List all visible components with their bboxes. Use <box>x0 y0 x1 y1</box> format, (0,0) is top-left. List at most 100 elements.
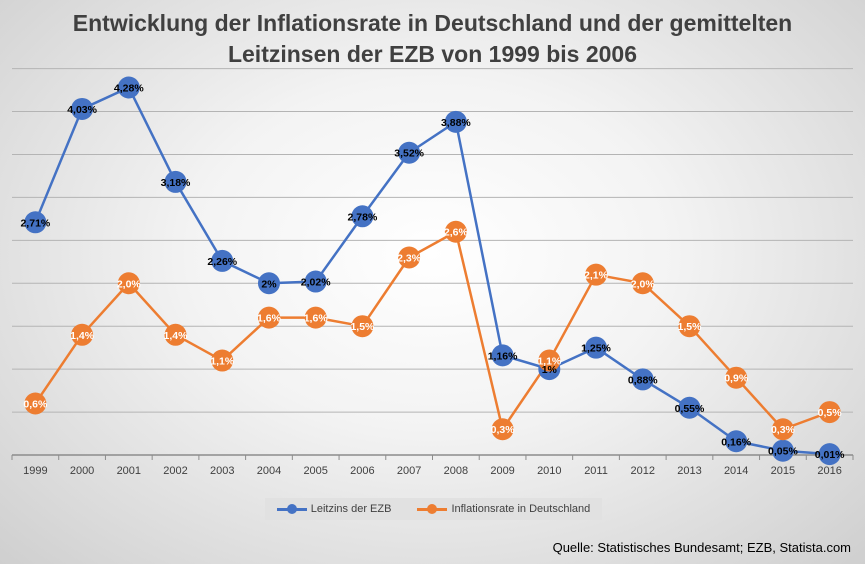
data-label: 2,6% <box>444 227 469 239</box>
series-lines <box>34 86 831 456</box>
data-point[interactable] <box>211 349 234 372</box>
x-tick-label: 2013 <box>677 465 701 477</box>
data-label: 0,9% <box>724 373 749 385</box>
x-tick-label: 2001 <box>117 465 141 477</box>
gridlines <box>12 68 853 413</box>
data-label: 2,1% <box>584 270 609 282</box>
data-label: 3,52% <box>394 148 424 160</box>
chart-title: Entwicklung der Inflationsrate in Deutsc… <box>0 8 865 70</box>
legend-item-inflation[interactable]: Inflationsrate in Deutschland <box>417 503 590 515</box>
data-point[interactable] <box>678 396 701 419</box>
data-point[interactable] <box>771 418 794 441</box>
data-point[interactable] <box>538 349 561 372</box>
data-point[interactable] <box>771 439 794 462</box>
x-tick-label: 2016 <box>817 465 841 477</box>
data-point[interactable] <box>818 401 841 424</box>
data-label: 3,88% <box>441 117 471 129</box>
data-label: 0,55% <box>675 403 705 415</box>
data-label: 2,0% <box>117 278 142 290</box>
x-tick-label: 2012 <box>631 465 655 477</box>
data-point[interactable] <box>725 366 748 389</box>
data-label: 0,88% <box>628 374 658 386</box>
chart-title-line2: Leitzinsen der EZB von 1999 bis 2006 <box>227 41 638 67</box>
x-tick-label: 2004 <box>257 465 281 477</box>
data-point[interactable] <box>491 344 514 367</box>
legend-label-leitzins: Leitzins der EZB <box>310 503 392 515</box>
data-label: 0,16% <box>721 436 751 448</box>
data-point[interactable] <box>725 430 748 453</box>
x-tick-label: 2002 <box>163 465 187 477</box>
x-tick-label: 2003 <box>210 465 234 477</box>
data-point[interactable] <box>631 368 654 391</box>
legend-label-inflation: Inflationsrate in Deutschland <box>451 503 591 515</box>
data-point[interactable] <box>164 170 187 193</box>
data-point[interactable] <box>398 246 421 269</box>
data-label: 0,3% <box>771 424 796 436</box>
data-point[interactable] <box>585 263 608 286</box>
series-line-0 <box>34 86 830 456</box>
data-point[interactable] <box>351 205 374 228</box>
data-point[interactable] <box>164 323 187 346</box>
data-point[interactable] <box>304 270 327 293</box>
data-point[interactable] <box>24 392 47 415</box>
data-point[interactable] <box>444 220 467 243</box>
legend-item-leitzins[interactable]: Leitzins der EZB <box>276 503 392 515</box>
chart-title-line1: Entwicklung der Inflationsrate in Deutsc… <box>72 10 793 36</box>
data-label: 0,05% <box>768 446 798 458</box>
data-point[interactable] <box>257 306 280 329</box>
data-label: 2,71% <box>20 217 50 229</box>
data-point[interactable] <box>491 418 514 441</box>
data-point[interactable] <box>585 336 608 359</box>
data-label: 1,5% <box>678 321 703 333</box>
x-tick-label: 2008 <box>444 465 468 477</box>
data-point[interactable] <box>211 249 234 272</box>
x-tick-label: 1999 <box>23 465 47 477</box>
data-label: 0,5% <box>818 407 843 419</box>
data-point[interactable] <box>444 110 467 133</box>
source-note: Quelle: Statistisches Bundesamt; EZB, St… <box>552 540 851 555</box>
data-point[interactable] <box>678 315 701 338</box>
data-label: 2,26% <box>207 256 237 268</box>
data-point[interactable] <box>71 97 94 120</box>
data-label: 1,4% <box>164 330 189 342</box>
data-point[interactable] <box>257 272 280 295</box>
data-point[interactable] <box>351 315 374 338</box>
series-line-1 <box>34 230 831 431</box>
data-label: 0,01% <box>815 449 845 461</box>
data-label: 0,3% <box>491 424 516 436</box>
data-label: 1,6% <box>257 313 282 325</box>
data-label: 1,4% <box>70 330 95 342</box>
data-label: 1,16% <box>488 350 518 362</box>
data-label: 2% <box>261 278 277 290</box>
data-label: 2,02% <box>301 277 331 289</box>
x-tick-label: 2014 <box>724 465 748 477</box>
data-label: 2,78% <box>348 211 378 223</box>
data-point[interactable] <box>304 306 327 329</box>
series-points <box>24 76 841 466</box>
legend-swatch-inflation <box>417 504 448 514</box>
data-label: 1,1% <box>537 356 562 368</box>
x-tick-label: 2015 <box>771 465 795 477</box>
data-point[interactable] <box>117 272 140 295</box>
data-point[interactable] <box>398 141 421 164</box>
data-point[interactable] <box>818 443 841 466</box>
data-label: 1,6% <box>304 313 329 325</box>
data-point[interactable] <box>631 272 654 295</box>
data-label: 4,03% <box>67 104 97 116</box>
data-point[interactable] <box>71 323 94 346</box>
x-tick-label: 2005 <box>303 465 327 477</box>
legend: Leitzins der EZB Inflationsrate in Deuts… <box>265 498 602 520</box>
data-label: 0,6% <box>23 398 48 410</box>
legend-swatch-leitzins <box>276 504 307 514</box>
data-point[interactable] <box>24 211 47 234</box>
data-point[interactable] <box>117 76 140 99</box>
x-tick-label: 2000 <box>70 465 94 477</box>
x-tick-label: 2010 <box>537 465 561 477</box>
data-label: 1,25% <box>581 343 611 355</box>
x-tick-label: 2007 <box>397 465 421 477</box>
data-label: 2,0% <box>631 278 656 290</box>
data-label: 1,5% <box>350 321 375 333</box>
data-label: 2,3% <box>397 253 422 265</box>
x-axis: 1999 2000 2001 2002 2003 2004 2005 2006 2007 2008… <box>11 454 854 477</box>
